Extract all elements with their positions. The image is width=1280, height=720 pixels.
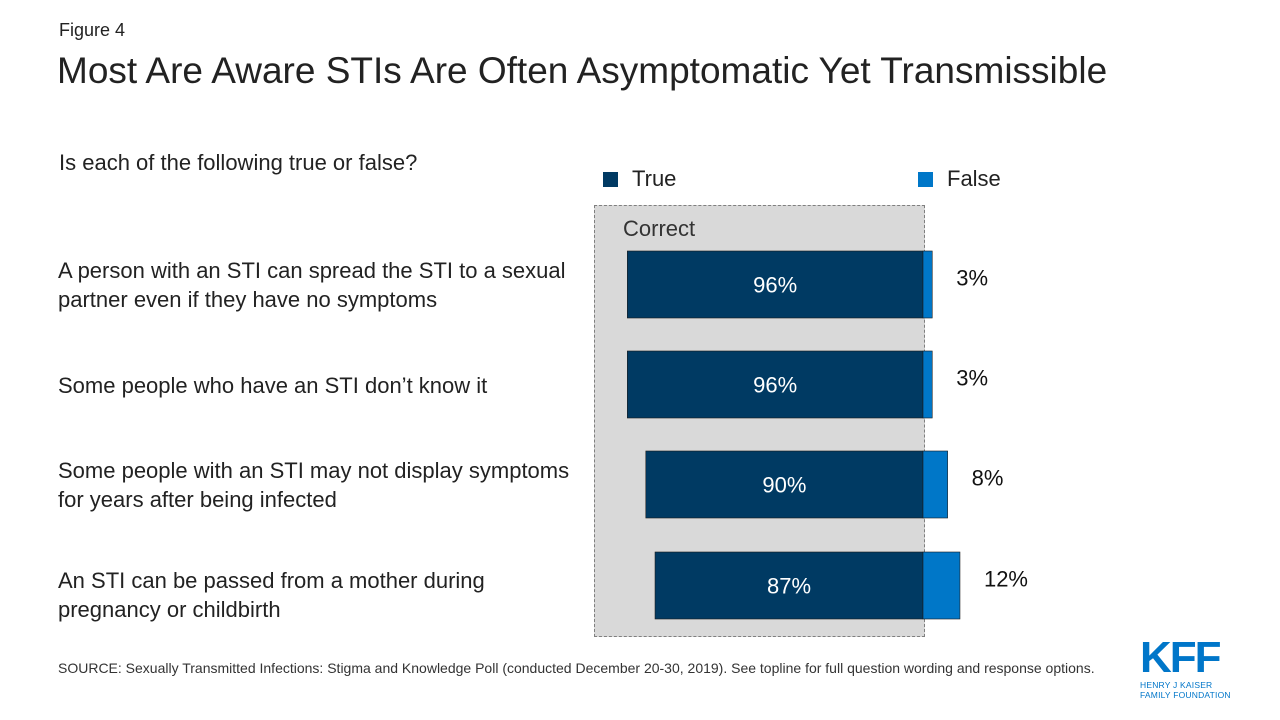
logo-mark: KFF bbox=[1140, 633, 1222, 682]
logo-line-2: FAMILY FOUNDATION bbox=[1140, 690, 1231, 700]
logo-line-1: HENRY J KAISER bbox=[1140, 680, 1213, 690]
bar-false-4 bbox=[922, 551, 961, 620]
data-label-true-3: 90% bbox=[762, 473, 806, 498]
chart-title: Most Are Aware STIs Are Often Asymptomat… bbox=[57, 50, 1108, 91]
category-label-3: Some people with an STI may not display … bbox=[58, 458, 570, 512]
bar-true-1 bbox=[627, 250, 924, 319]
data-label-true-1: 96% bbox=[753, 273, 797, 298]
legend-label-true: True bbox=[632, 166, 677, 191]
category-label-1: A person with an STI can spread the STI … bbox=[58, 258, 566, 312]
bar-false-1 bbox=[922, 250, 933, 319]
category-label-2: Some people who have an STI don’t know i… bbox=[58, 373, 488, 398]
bar-false-2 bbox=[922, 350, 933, 419]
legend-swatch-false bbox=[918, 171, 933, 187]
bar-true-3 bbox=[645, 450, 924, 519]
data-label-true-2: 96% bbox=[753, 373, 797, 398]
question-text: Is each of the following true or false? bbox=[59, 150, 418, 175]
bar-false-3 bbox=[922, 450, 948, 519]
category-label-4: An STI can be passed from a mother durin… bbox=[58, 568, 485, 622]
data-label-false-4: 12% bbox=[984, 567, 1028, 592]
figure-label: Figure 4 bbox=[59, 20, 126, 40]
data-label-false-3: 8% bbox=[972, 466, 1004, 491]
data-label-true-4: 87% bbox=[767, 574, 811, 599]
kff-logo: KFF HENRY J KAISER FAMILY FOUNDATION bbox=[1140, 633, 1240, 701]
legend-item-false: False bbox=[918, 166, 1001, 192]
data-label-false-1: 3% bbox=[956, 266, 988, 291]
bar-true-2 bbox=[627, 350, 924, 419]
bar-true-4 bbox=[654, 551, 924, 620]
legend-label-false: False bbox=[947, 166, 1001, 191]
correct-label: Correct bbox=[623, 216, 696, 241]
data-label-false-2: 3% bbox=[956, 366, 988, 391]
legend-swatch-true bbox=[603, 171, 618, 187]
legend-item-true: True bbox=[603, 166, 676, 192]
source-note: SOURCE: Sexually Transmitted Infections:… bbox=[58, 660, 1095, 676]
